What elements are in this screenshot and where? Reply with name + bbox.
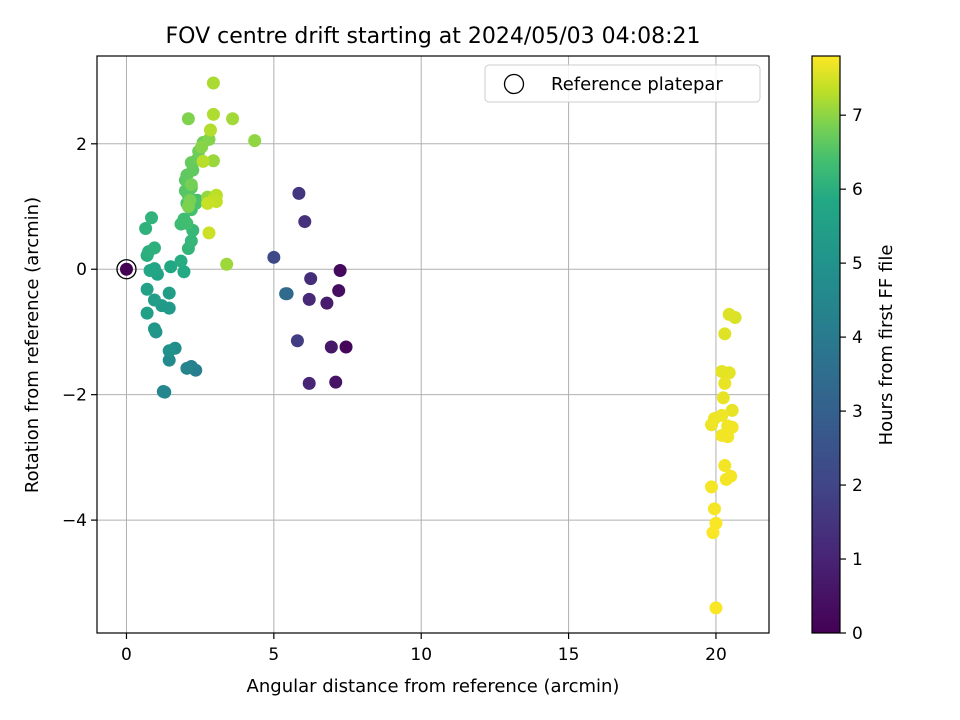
data-point [180, 361, 194, 375]
data-point [162, 353, 176, 367]
data-point [705, 418, 719, 432]
colorbar-tick-label: 3 [852, 402, 863, 422]
data-point [324, 340, 338, 354]
colorbar-tick-label: 5 [852, 254, 863, 274]
data-point [302, 292, 316, 306]
reference-marker-group [116, 259, 137, 280]
data-point [147, 293, 161, 307]
data-point [292, 186, 306, 200]
data-point [329, 375, 343, 389]
x-tick-label: 10 [410, 645, 432, 665]
data-point [184, 178, 198, 192]
data-point [201, 196, 215, 210]
data-point [139, 221, 153, 235]
data-point [195, 140, 209, 154]
data-point [174, 254, 188, 268]
y-axis-ticks: −4 −2 0 2 [62, 135, 97, 531]
data-point [203, 123, 217, 137]
data-point [718, 376, 732, 390]
colorbar-tick-label: 1 [852, 550, 863, 570]
x-tick-label: 5 [268, 645, 279, 665]
data-point [706, 526, 720, 540]
data-point [267, 250, 281, 264]
data-point [140, 306, 154, 320]
data-point [147, 322, 161, 336]
data-point [181, 200, 195, 214]
data-point [248, 134, 262, 148]
y-tick-label: 0 [76, 260, 87, 280]
data-point [162, 344, 176, 358]
x-tick-label: 0 [121, 645, 132, 665]
legend-box [484, 64, 761, 103]
data-point [140, 282, 154, 296]
y-tick-label: −4 [62, 511, 87, 531]
data-point [721, 430, 735, 444]
data-point [302, 376, 316, 390]
data-point [202, 226, 216, 240]
colorbar: 0 1 2 3 4 5 6 7 Hours from first FF file [811, 55, 897, 644]
reference-platepar-marker [116, 259, 137, 280]
colorbar-tick-label: 4 [852, 328, 863, 348]
data-point [177, 265, 191, 279]
legend-entry-reference-platepar: Reference platepar [551, 74, 723, 95]
data-point [719, 472, 733, 486]
x-tick-label: 15 [558, 645, 580, 665]
data-point [722, 307, 736, 321]
data-point [707, 502, 721, 516]
data-point [181, 112, 195, 126]
grid-lines [97, 56, 769, 633]
data-point [290, 334, 304, 348]
colorbar-tick-label: 2 [852, 476, 863, 496]
colorbar-label: Hours from first FF file [876, 245, 897, 446]
data-point [220, 257, 234, 271]
data-point [226, 112, 240, 126]
data-point [180, 216, 194, 230]
data-point [206, 76, 220, 90]
data-point [304, 272, 318, 286]
x-tick-label: 20 [705, 645, 727, 665]
data-point [716, 391, 730, 405]
data-point [184, 234, 198, 248]
data-point [196, 154, 210, 168]
y-axis-label: Rotation from reference (arcmin) [22, 197, 43, 493]
data-point [206, 154, 220, 168]
data-point [705, 480, 719, 494]
data-point [722, 366, 736, 380]
data-point [143, 263, 157, 277]
data-point [298, 215, 312, 229]
data-point [147, 241, 161, 255]
reference-point [119, 262, 133, 276]
y-tick-label: 2 [76, 135, 87, 155]
x-axis-ticks: 0 5 10 15 20 [121, 633, 727, 665]
chart-title: FOV centre drift starting at 2024/05/03 … [166, 24, 701, 49]
data-point [709, 601, 723, 615]
data-point [162, 286, 176, 300]
plot-frame [96, 55, 770, 634]
colorbar-gradient [811, 55, 841, 634]
data-point [206, 107, 220, 121]
data-point [339, 340, 353, 354]
legend: Reference platepar [484, 64, 761, 103]
data-point [156, 385, 170, 399]
colorbar-tick-label: 0 [852, 624, 863, 644]
data-point [715, 408, 729, 422]
colorbar-ticks: 0 1 2 3 4 5 6 7 [840, 106, 863, 644]
legend-reference-marker [503, 73, 525, 95]
x-axis-label: Angular distance from reference (arcmin) [247, 676, 620, 697]
data-point [320, 296, 334, 310]
colorbar-tick-label: 6 [852, 180, 863, 200]
data-point [332, 284, 346, 298]
data-point [725, 403, 739, 417]
colorbar-tick-label: 7 [852, 106, 863, 126]
y-tick-label: −2 [62, 386, 87, 406]
data-point [718, 327, 732, 341]
data-point [718, 459, 732, 473]
data-point [164, 260, 178, 274]
data-point [279, 287, 293, 301]
data-points [139, 76, 742, 615]
data-point [333, 263, 347, 277]
data-point [145, 211, 159, 225]
